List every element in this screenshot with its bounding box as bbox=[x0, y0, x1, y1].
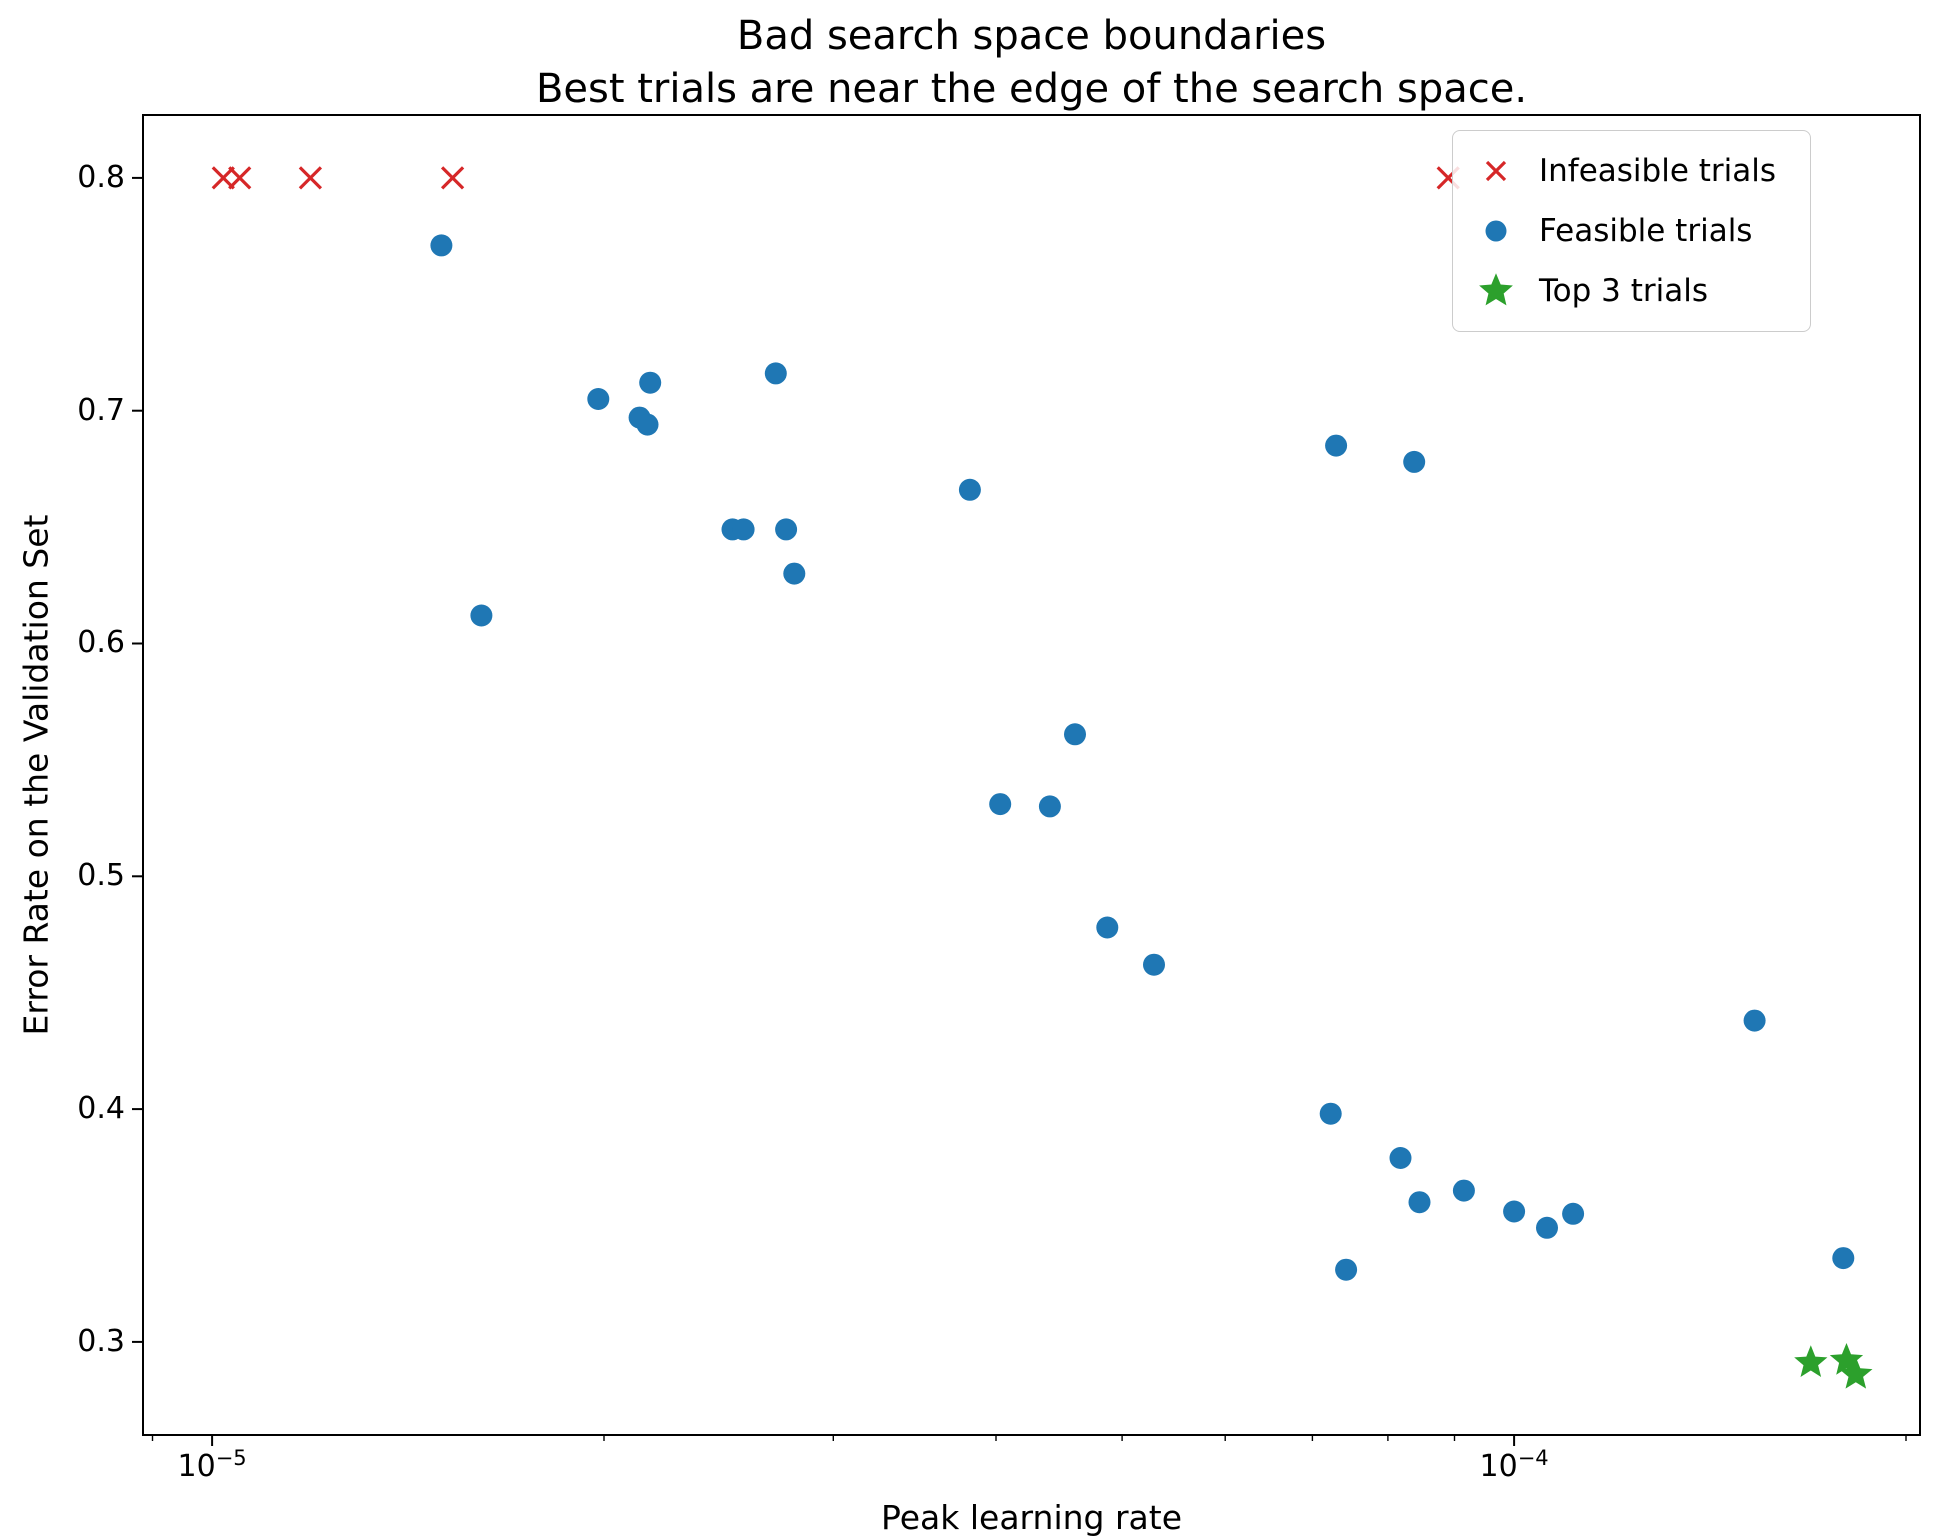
legend-item-feasible: Feasible trials bbox=[1465, 201, 1798, 261]
legend-item-top3: Top 3 trials bbox=[1465, 261, 1798, 321]
top-trial-marker bbox=[1839, 1357, 1873, 1389]
legend: Infeasible trials Feasible trials Top 3 … bbox=[1452, 130, 1812, 332]
feasible-trial-marker bbox=[958, 478, 981, 501]
infeasible-x-icon bbox=[1465, 153, 1527, 189]
x-axis-label: Peak learning rate bbox=[881, 1498, 1182, 1537]
infeasible-trial-marker bbox=[298, 166, 323, 190]
top-trial-marker bbox=[1829, 1343, 1864, 1375]
feasible-trial-marker bbox=[1403, 450, 1426, 473]
legend-label-top3: Top 3 trials bbox=[1539, 273, 1709, 309]
feasible-trial-marker bbox=[1335, 1258, 1358, 1281]
chart-title: Bad search space boundaries bbox=[736, 13, 1327, 59]
feasible-trial-marker bbox=[1452, 1179, 1475, 1202]
infeasible-trial-marker bbox=[211, 166, 235, 190]
feasible-trial-marker bbox=[1325, 434, 1348, 457]
feasible-trial-marker bbox=[636, 413, 659, 436]
feasible-trial-marker bbox=[1319, 1102, 1342, 1125]
feasible-trial-marker bbox=[1832, 1247, 1855, 1270]
feasible-trial-marker bbox=[1503, 1200, 1526, 1223]
feasible-trial-marker bbox=[1389, 1147, 1412, 1169]
feasible-trial-marker bbox=[430, 234, 453, 257]
chart-title-block: Bad search space boundaries Best trials … bbox=[143, 10, 1920, 116]
feasible-trial-marker bbox=[783, 562, 806, 585]
feasible-trial-marker bbox=[1096, 916, 1119, 939]
y-tick-label: 0.7 bbox=[77, 392, 125, 428]
top-trial-marker bbox=[1794, 1345, 1828, 1377]
top3-star-icon bbox=[1465, 271, 1527, 311]
infeasible-trial-marker bbox=[440, 166, 465, 190]
y-axis-label: Error Rate on the Validation Set bbox=[16, 514, 56, 1036]
feasible-trial-marker bbox=[1536, 1216, 1558, 1239]
x-tick-label: 10−5 bbox=[177, 1446, 247, 1484]
feasible-trial-marker bbox=[1562, 1202, 1585, 1225]
feasible-trial-marker bbox=[1408, 1191, 1431, 1214]
feasible-trial-marker bbox=[1743, 1009, 1766, 1032]
plot-border bbox=[142, 114, 1921, 1436]
y-tick-label: 0.8 bbox=[77, 159, 125, 195]
y-tick-label: 0.3 bbox=[77, 1323, 125, 1359]
feasible-trial-marker bbox=[989, 793, 1012, 816]
feasible-trial-marker bbox=[1038, 795, 1061, 818]
feasible-trial-marker bbox=[470, 604, 493, 627]
feasible-trial-marker bbox=[732, 518, 755, 541]
legend-label-feasible: Feasible trials bbox=[1539, 213, 1753, 249]
feasible-trial-marker bbox=[1064, 723, 1086, 746]
infeasible-trial-marker bbox=[228, 166, 252, 190]
legend-item-infeasible: Infeasible trials bbox=[1465, 141, 1798, 201]
feasible-trial-marker bbox=[587, 388, 610, 410]
x-tick-label: 10−4 bbox=[1479, 1446, 1549, 1484]
legend-label-infeasible: Infeasible trials bbox=[1539, 153, 1777, 189]
y-tick-label: 0.5 bbox=[77, 858, 125, 894]
feasible-trial-marker bbox=[639, 371, 662, 394]
feasible-trial-marker bbox=[1143, 953, 1165, 976]
chart-subtitle: Best trials are near the edge of the sea… bbox=[535, 66, 1528, 112]
y-tick-label: 0.4 bbox=[77, 1091, 125, 1127]
feasible-trial-marker bbox=[775, 518, 798, 541]
y-tick-label: 0.6 bbox=[77, 625, 125, 661]
feasible-circle-icon bbox=[1465, 213, 1527, 249]
feasible-trial-marker bbox=[764, 362, 787, 385]
